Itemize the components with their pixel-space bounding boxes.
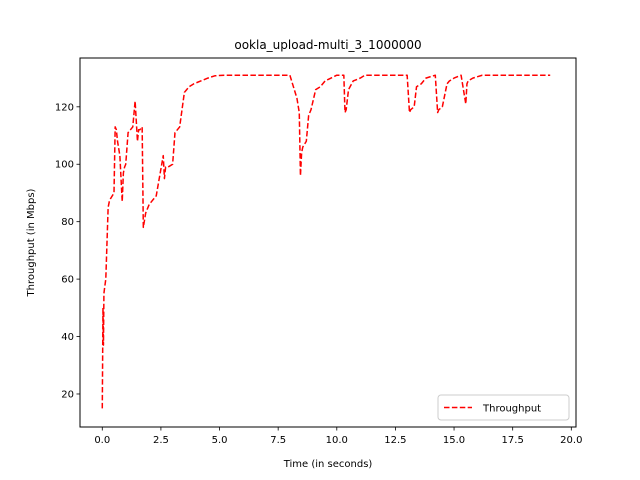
y-axis-label: Throughput (in Mbps) bbox=[26, 188, 37, 297]
y-tick-label: 100 bbox=[55, 160, 74, 171]
y-tick-label: 80 bbox=[61, 217, 74, 228]
x-tick-label: 12.5 bbox=[384, 435, 406, 446]
y-tick-label: 120 bbox=[55, 102, 74, 113]
x-tick-label: 0.0 bbox=[94, 435, 110, 446]
x-tick-label: 7.5 bbox=[270, 435, 286, 446]
x-tick-label: 15.0 bbox=[443, 435, 465, 446]
y-axis: 20 40 60 80 100 120 bbox=[55, 102, 80, 400]
plot-area bbox=[80, 58, 576, 427]
legend: Throughput bbox=[437, 394, 570, 421]
x-tick-label: 5.0 bbox=[212, 435, 228, 446]
y-tick-label: 40 bbox=[61, 332, 74, 343]
chart-title: ookla_upload-multi_3_1000000 bbox=[234, 38, 421, 52]
x-tick-label: 10.0 bbox=[326, 435, 348, 446]
x-tick-label: 17.5 bbox=[502, 435, 524, 446]
series-layer bbox=[101, 74, 551, 409]
x-axis: 0.0 2.5 5.0 7.5 10.0 12.5 15.0 17.5 20.0 bbox=[94, 427, 582, 446]
x-tick-label: 20.0 bbox=[560, 435, 582, 446]
x-axis-label: Time (in seconds) bbox=[283, 459, 373, 470]
y-tick-label: 60 bbox=[61, 275, 74, 286]
legend-box bbox=[437, 394, 570, 421]
x-tick-label: 2.5 bbox=[153, 435, 169, 446]
y-tick-label: 20 bbox=[61, 389, 74, 400]
legend-label-throughput: Throughput bbox=[482, 404, 541, 415]
plot-frame bbox=[79, 57, 577, 428]
series-line-throughput bbox=[101, 74, 551, 409]
